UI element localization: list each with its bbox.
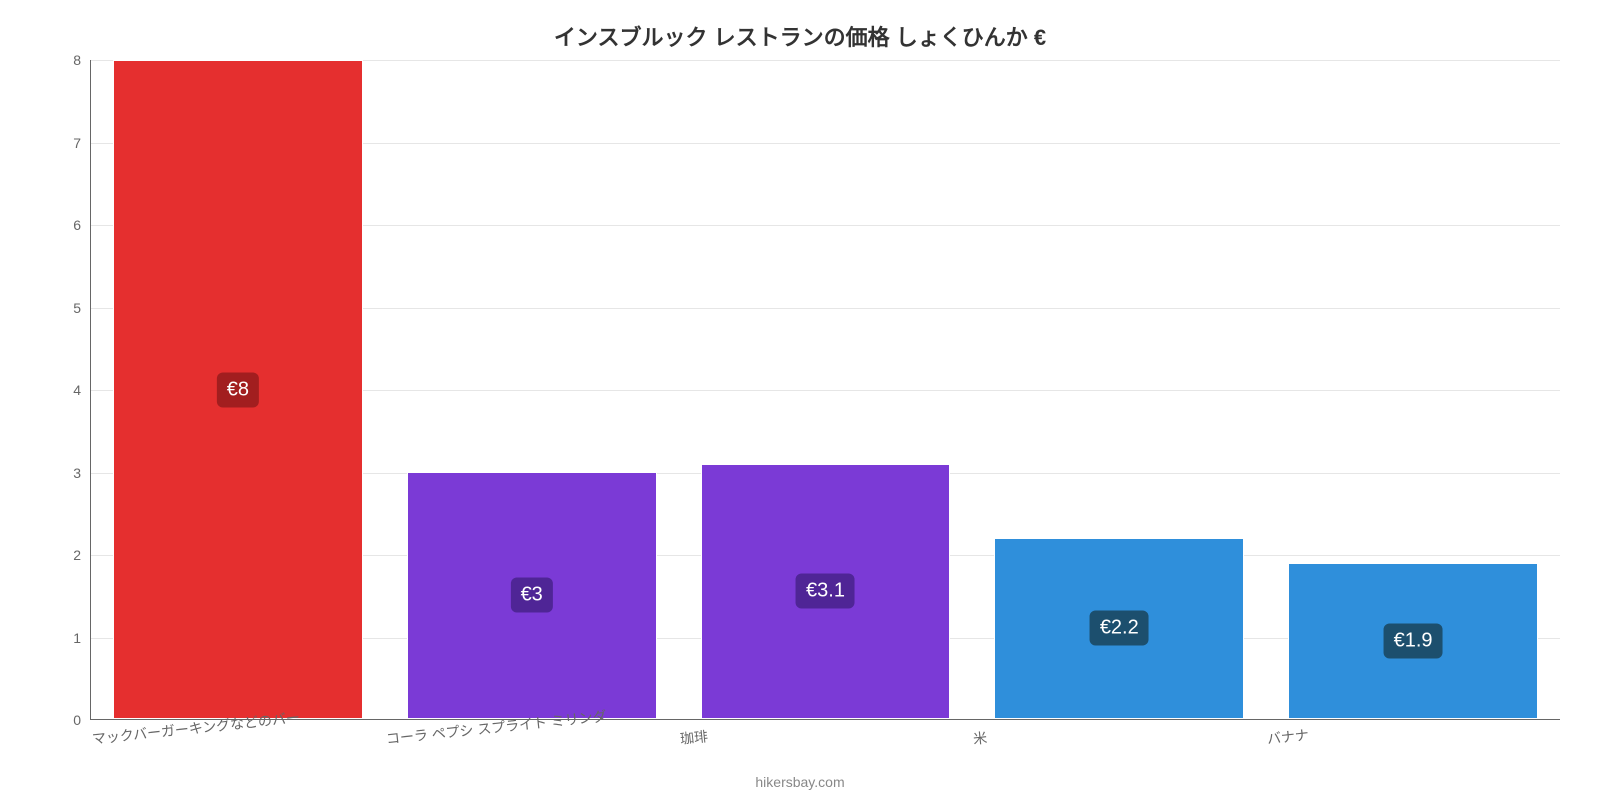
bar-slot: €3.1珈琲 xyxy=(679,60,973,719)
bar-value-label: €3 xyxy=(511,578,553,613)
x-tick-label: 珈琲 xyxy=(679,726,709,749)
bar-value-label: €3.1 xyxy=(796,574,855,609)
bar-slot: €1.9バナナ xyxy=(1266,60,1560,719)
bar: €8 xyxy=(113,60,363,719)
chart-title: インスブルック レストランの価格 しょくひんか € xyxy=(0,20,1600,52)
bars-group: €8マックバーガーキングなどのバー€3コーラ ペプシ スプライト ミリンダ€3.… xyxy=(91,60,1560,719)
bar: €1.9 xyxy=(1288,563,1538,720)
y-tick-label: 6 xyxy=(73,217,91,233)
bar: €3 xyxy=(407,472,657,719)
y-tick-label: 3 xyxy=(73,465,91,481)
x-tick-label: 米 xyxy=(972,728,988,749)
y-tick-label: 2 xyxy=(73,547,91,563)
bar-value-label: €1.9 xyxy=(1384,623,1443,658)
chart-container: インスブルック レストランの価格 しょくひんか € 0 1 2 3 4 5 6 7 8 €8マッ… xyxy=(0,0,1600,800)
plot-area: 012345678 €8マックバーガーキングなどのバー€3コーラ ペプシ スプラ… xyxy=(90,60,1560,720)
bar: €3.1 xyxy=(701,464,951,719)
bar-value-label: €8 xyxy=(217,372,259,407)
bar-slot: €2.2米 xyxy=(972,60,1266,719)
bar: €2.2 xyxy=(994,538,1244,719)
bar-value-label: €2.2 xyxy=(1090,611,1149,646)
y-tick-label: 7 xyxy=(73,135,91,151)
x-tick-label: バナナ xyxy=(1266,725,1310,749)
y-tick-label: 4 xyxy=(73,382,91,398)
y-tick-label: 8 xyxy=(73,52,91,68)
bar-slot: €8マックバーガーキングなどのバー xyxy=(91,60,385,719)
attribution-text: hikersbay.com xyxy=(0,774,1600,790)
y-tick-label: 0 xyxy=(73,712,91,728)
y-tick-label: 5 xyxy=(73,300,91,316)
bar-slot: €3コーラ ペプシ スプライト ミリンダ xyxy=(385,60,679,719)
y-tick-label: 1 xyxy=(73,630,91,646)
